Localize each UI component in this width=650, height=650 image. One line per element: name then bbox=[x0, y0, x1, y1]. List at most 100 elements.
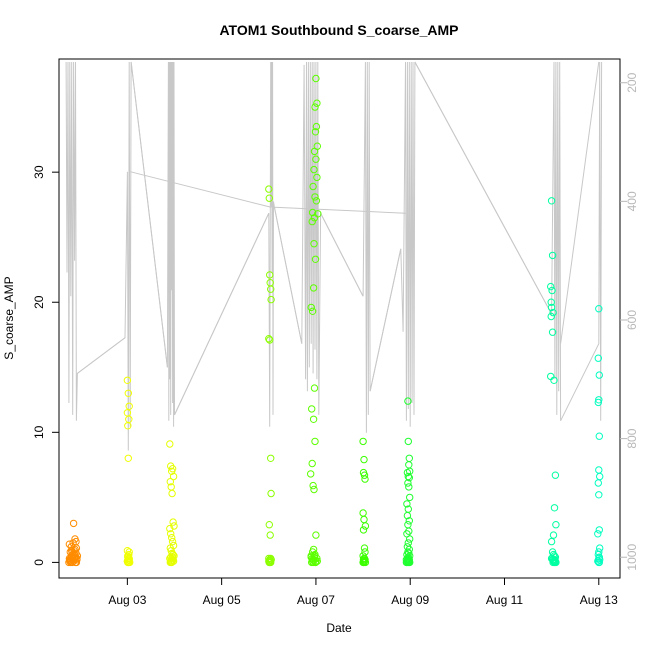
point-0-27 bbox=[65, 540, 74, 548]
point-3-9 bbox=[267, 489, 275, 498]
point-5-8 bbox=[359, 526, 368, 534]
point-3-11 bbox=[266, 531, 274, 539]
point-1-2 bbox=[125, 402, 133, 410]
point-1-5 bbox=[124, 422, 132, 430]
point-4-19 bbox=[309, 284, 318, 292]
point-4-20 bbox=[307, 303, 315, 312]
point-4-28 bbox=[309, 481, 317, 490]
y-tick-label-3: 30 bbox=[32, 165, 46, 179]
point-8-21 bbox=[594, 557, 602, 565]
point-7-5 bbox=[547, 303, 556, 312]
point-3-7 bbox=[266, 336, 274, 344]
point-4-22 bbox=[310, 384, 319, 392]
point-3-2 bbox=[266, 271, 274, 279]
point-4-13 bbox=[308, 208, 317, 217]
point-3-23 bbox=[265, 558, 273, 567]
depth-connector-7 bbox=[560, 61, 600, 344]
point-7-7 bbox=[547, 312, 555, 321]
point-7-8 bbox=[548, 328, 557, 336]
point-6-18 bbox=[406, 535, 414, 543]
point-4-26 bbox=[308, 459, 316, 468]
point-8-5 bbox=[595, 432, 603, 440]
point-7-1 bbox=[548, 251, 557, 260]
point-3-5 bbox=[267, 295, 275, 304]
point-6-1 bbox=[404, 437, 412, 446]
point-6-39 bbox=[404, 558, 412, 567]
point-8-20 bbox=[595, 558, 603, 567]
point-2-11 bbox=[167, 530, 175, 538]
point-4-25 bbox=[311, 437, 319, 446]
y-tick-label-2: 20 bbox=[32, 295, 46, 309]
point-0-32 bbox=[66, 557, 75, 565]
depth-connector-8 bbox=[274, 206, 406, 214]
point-6-38 bbox=[404, 556, 412, 564]
point-2-30 bbox=[168, 553, 177, 561]
point-5-1 bbox=[360, 455, 368, 464]
point-2-4 bbox=[169, 472, 178, 481]
point-4-23 bbox=[308, 405, 316, 413]
y2-tick-label-1: 400 bbox=[625, 191, 639, 211]
point-4-17 bbox=[310, 240, 318, 248]
point-7-14 bbox=[549, 531, 558, 539]
point-2-3 bbox=[168, 465, 177, 473]
point-4-11 bbox=[311, 193, 319, 201]
point-5-0 bbox=[359, 437, 367, 446]
point-8-9 bbox=[595, 491, 603, 499]
point-0-35 bbox=[72, 537, 80, 546]
x-tick-label-3: Aug 09 bbox=[391, 593, 429, 607]
point-5-7 bbox=[361, 522, 370, 530]
point-3-10 bbox=[265, 521, 273, 529]
point-6-7 bbox=[405, 474, 413, 482]
point-4-7 bbox=[312, 155, 320, 163]
point-8-8 bbox=[594, 479, 602, 487]
depth-connector-5 bbox=[369, 248, 402, 392]
point-2-31 bbox=[167, 557, 175, 565]
point-7-13 bbox=[552, 521, 560, 529]
depth-connector-3 bbox=[273, 207, 303, 344]
y2-tick-label-3: 800 bbox=[625, 428, 639, 448]
point-7-6 bbox=[549, 308, 557, 317]
point-2-8 bbox=[169, 518, 177, 526]
point-8-0 bbox=[595, 305, 603, 313]
point-2-10 bbox=[166, 524, 174, 533]
point-6-13 bbox=[403, 511, 412, 520]
point-4-10 bbox=[309, 182, 317, 191]
point-4-49 bbox=[310, 553, 318, 561]
point-1-1 bbox=[124, 389, 133, 397]
point-7-10 bbox=[550, 376, 558, 384]
depth-connector-2 bbox=[174, 213, 270, 416]
point-2-7 bbox=[168, 489, 176, 498]
point-5-4 bbox=[361, 475, 369, 483]
point-4-8 bbox=[310, 165, 318, 174]
point-4-9 bbox=[313, 173, 321, 182]
point-7-12 bbox=[550, 504, 559, 512]
point-5-3 bbox=[360, 471, 369, 479]
point-8-2 bbox=[595, 371, 603, 379]
point-4-3 bbox=[312, 122, 321, 131]
x-axis-label: Date bbox=[326, 621, 352, 635]
point-6-10 bbox=[406, 493, 414, 502]
point-5-21 bbox=[360, 558, 368, 567]
point-5-9 bbox=[360, 544, 369, 552]
x-tick-label-1: Aug 05 bbox=[203, 593, 241, 607]
point-4-15 bbox=[314, 210, 322, 218]
point-6-11 bbox=[403, 500, 411, 508]
point-4-18 bbox=[311, 255, 320, 263]
point-1-6 bbox=[124, 454, 133, 462]
point-4-0 bbox=[312, 74, 320, 83]
depth-connector-1 bbox=[130, 61, 168, 368]
depth-line bbox=[65, 61, 603, 451]
point-4-2 bbox=[311, 103, 319, 111]
point-3-6 bbox=[265, 335, 273, 343]
point-6-0 bbox=[404, 397, 412, 405]
point-0-34 bbox=[70, 553, 78, 561]
point-0-36 bbox=[69, 519, 78, 528]
x-tick-label-0: Aug 03 bbox=[108, 593, 146, 607]
y-tick-label-0: 0 bbox=[32, 559, 46, 566]
point-4-27 bbox=[307, 470, 315, 478]
point-6-14 bbox=[405, 517, 413, 525]
point-0-33 bbox=[68, 548, 76, 556]
point-7-0 bbox=[547, 197, 556, 205]
